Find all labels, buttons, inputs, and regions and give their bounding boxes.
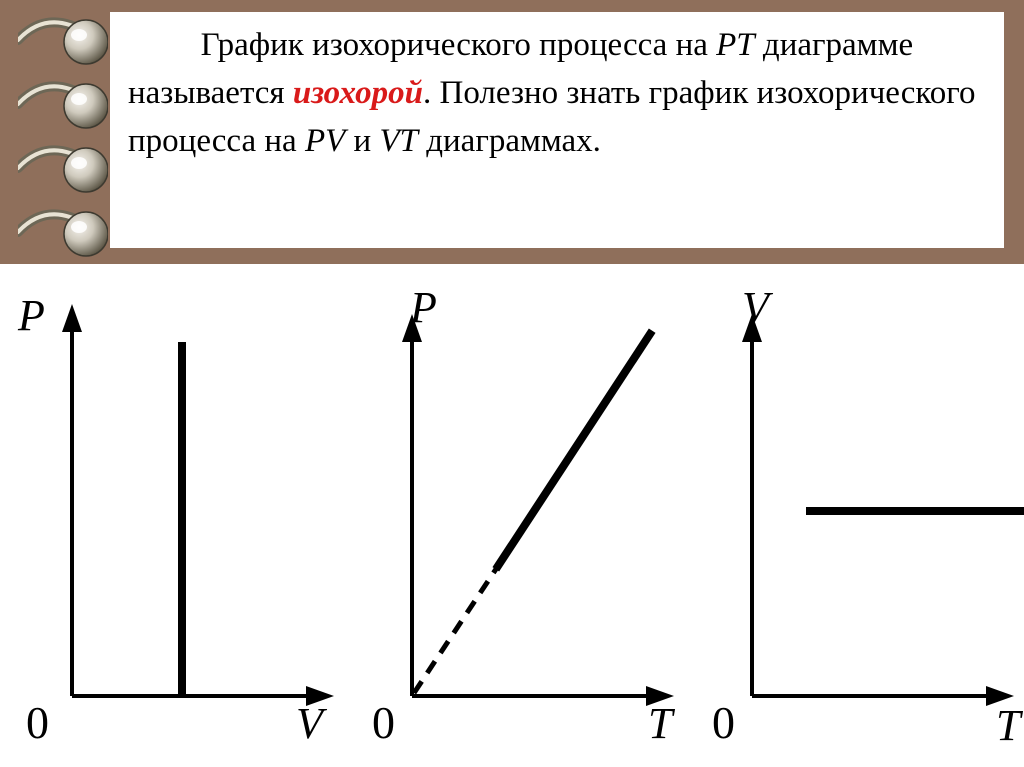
y-axis-arrow-icon [62,304,82,332]
header-text-block: График изохорического процесса на PT диа… [110,12,1004,248]
x-axis-label: T [648,699,676,746]
origin-label: 0 [26,697,49,746]
x-axis-label: T [996,701,1024,746]
text-line-4a: процесса на [128,123,305,159]
text-line-2a: на [676,27,717,63]
origin-label: 0 [712,697,735,746]
y-axis-label: P [17,291,45,340]
pt-italic: PT [716,27,755,63]
ring-icon [18,206,108,258]
isochore-dash [414,566,498,693]
header-band: График изохорического процесса на PT диа… [0,0,1024,264]
origin-label: 0 [372,697,395,746]
y-axis-label: V [742,286,774,332]
chart-pt: P 0 T [352,286,687,746]
spiral-binding [18,14,108,314]
pv-italic: PV [305,123,345,159]
ring-icon [18,78,108,130]
x-axis-label: V [296,699,328,746]
highlight-term: изохорой [293,75,423,111]
text-line-2punct: . [423,75,440,111]
paragraph: График изохорического процесса на PT диа… [128,22,986,166]
vt-italic: VT [379,123,418,159]
and-word: и [345,123,379,159]
charts-region: P 0 V P 0 [4,286,1024,767]
text-line-1: График изохорического процесса [201,27,668,63]
chart-vt: V 0 T [692,286,1024,746]
isochore-line [498,334,650,566]
chart-pv: P 0 V [12,286,347,746]
slide: График изохорического процесса на PT диа… [0,0,1024,767]
text-line-3: Полезно знать график изохорического [440,75,976,111]
ring-icon [18,14,108,66]
text-line-4b: диаграммах. [418,123,601,159]
ring-icon [18,142,108,194]
